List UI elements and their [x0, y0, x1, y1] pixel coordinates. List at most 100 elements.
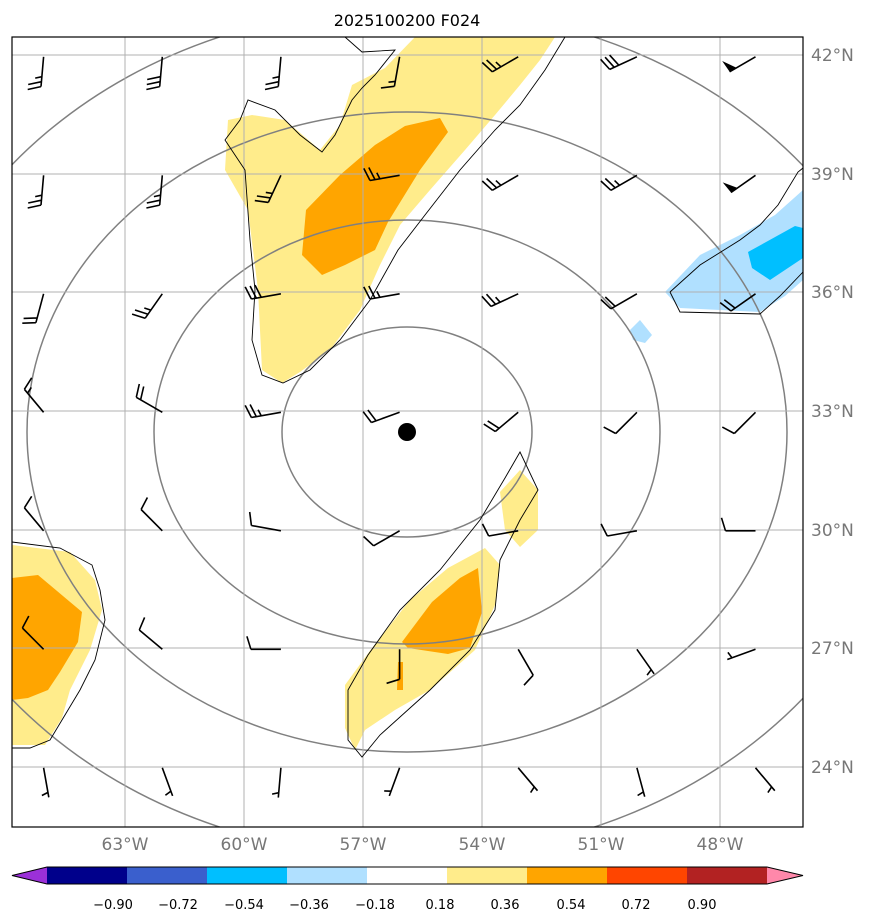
colorbar-segment	[607, 867, 688, 884]
wind-barb-line	[517, 767, 539, 794]
wind-barb	[719, 293, 756, 312]
wind-barb-line	[146, 56, 164, 91]
wind-barb	[636, 648, 655, 676]
lon-label: 63°W	[102, 835, 149, 855]
wind-barb-line	[636, 767, 646, 797]
wind-barb-line	[363, 167, 400, 182]
wind-barb-line	[41, 767, 50, 798]
colorbar-segment	[687, 867, 768, 884]
wind-barb-pennant	[722, 61, 737, 72]
lat-label: 39°N	[811, 165, 854, 185]
wind-barb	[41, 767, 50, 798]
colorbar-tick-label: 0.72	[622, 898, 651, 913]
wind-barb	[720, 517, 756, 532]
contour-lines	[12, 37, 803, 758]
wind-barb-line	[146, 175, 164, 209]
wind-barb	[722, 56, 756, 73]
wind-barb-line	[481, 523, 519, 537]
wind-barb	[23, 377, 45, 413]
contour-east	[669, 167, 803, 293]
contour-west	[12, 541, 106, 749]
wind-barb-line	[600, 293, 638, 310]
lat-label: 36°N	[811, 283, 854, 303]
wind-barb	[27, 56, 45, 91]
wind-barb-line	[135, 383, 163, 413]
figure-title: 2025100200 F024	[334, 11, 481, 30]
wind-barb	[138, 617, 163, 650]
wind-barb-line	[23, 495, 45, 532]
wind-barb	[254, 174, 282, 204]
lat-label: 30°N	[811, 521, 854, 541]
wind-barb	[636, 767, 646, 797]
colorbar-segment	[527, 867, 608, 884]
map-frame	[11, 36, 804, 828]
wind-barb	[27, 175, 45, 209]
wind-barb-pennant	[722, 182, 738, 193]
contour-north	[224, 37, 566, 384]
colorbar-segment	[447, 867, 528, 884]
latitude-labels: 42°N 39°N 36°N 33°N 30°N 27°N 24°N	[811, 46, 854, 778]
wind-barb	[481, 174, 519, 191]
range-ring-3	[26, 111, 788, 753]
graticule	[12, 37, 803, 827]
wind-barb	[517, 648, 534, 686]
lon-label: 54°W	[459, 835, 506, 855]
wind-barb-line	[131, 293, 163, 320]
wind-barb-line	[386, 649, 401, 685]
colorbar-segment	[287, 867, 368, 884]
wind-barb-line	[27, 175, 45, 209]
colorbar-extend-high	[767, 867, 803, 884]
wind-barb-line	[721, 411, 757, 435]
lat-label: 42°N	[811, 46, 854, 66]
positive-shading-north-core	[302, 118, 448, 275]
wind-barb-line	[636, 648, 655, 676]
wind-barb-line	[754, 767, 776, 794]
wind-barb	[135, 383, 163, 413]
wind-barb	[481, 56, 519, 73]
wind-barb-line	[140, 497, 163, 532]
wind-barb	[21, 615, 45, 650]
wind-barb-line	[729, 56, 756, 73]
colorbar-tick-label: −0.90	[93, 898, 133, 913]
wind-barb-line	[22, 293, 45, 324]
wind-barb	[722, 174, 756, 194]
lat-label: 33°N	[811, 402, 854, 422]
wind-barb	[23, 495, 45, 532]
colorbar-tick-label: 0.90	[688, 898, 717, 913]
range-rings	[12, 37, 803, 827]
wind-barb	[362, 409, 400, 424]
wind-barb-line	[363, 285, 400, 300]
negative-shading-east-small	[630, 320, 652, 343]
longitude-labels: 63°W 60°W 57°W 54°W 51°W 48°W	[102, 835, 744, 855]
wind-barb-line	[244, 404, 282, 419]
wind-barb-line	[254, 174, 282, 204]
wind-barb	[603, 411, 638, 435]
wind-barb-line	[603, 411, 638, 435]
lon-label: 60°W	[221, 835, 268, 855]
map-panel	[12, 37, 803, 827]
wind-barb	[386, 649, 401, 685]
wind-barb-line	[380, 56, 401, 89]
lat-label: 27°N	[811, 639, 854, 659]
wind-barb-line	[363, 530, 400, 547]
wind-barb	[727, 648, 756, 661]
wind-barb-line	[264, 56, 282, 91]
colorbar-tick-labels: −0.90 −0.72 −0.54 −0.36 −0.18 0.18 0.36 …	[93, 898, 716, 913]
wind-barb-line	[600, 523, 638, 537]
wind-barb-line	[362, 409, 400, 424]
wind-barb-line	[161, 767, 174, 797]
wind-barb	[600, 293, 638, 310]
wind-barb	[721, 411, 757, 435]
colorbar-tick-label: −0.36	[289, 898, 329, 913]
wind-barbs	[21, 54, 776, 798]
colorbar-tick-label: 0.54	[557, 898, 586, 913]
wind-barb-line	[481, 293, 519, 308]
wind-barb	[363, 285, 400, 300]
shaded-field	[12, 37, 803, 750]
colorbar-segment	[367, 867, 448, 884]
wind-barb	[248, 511, 282, 532]
wind-barb-line	[719, 293, 756, 312]
wind-barb	[384, 767, 401, 797]
wind-barb-line	[600, 174, 638, 191]
wind-barb-line	[481, 56, 519, 73]
